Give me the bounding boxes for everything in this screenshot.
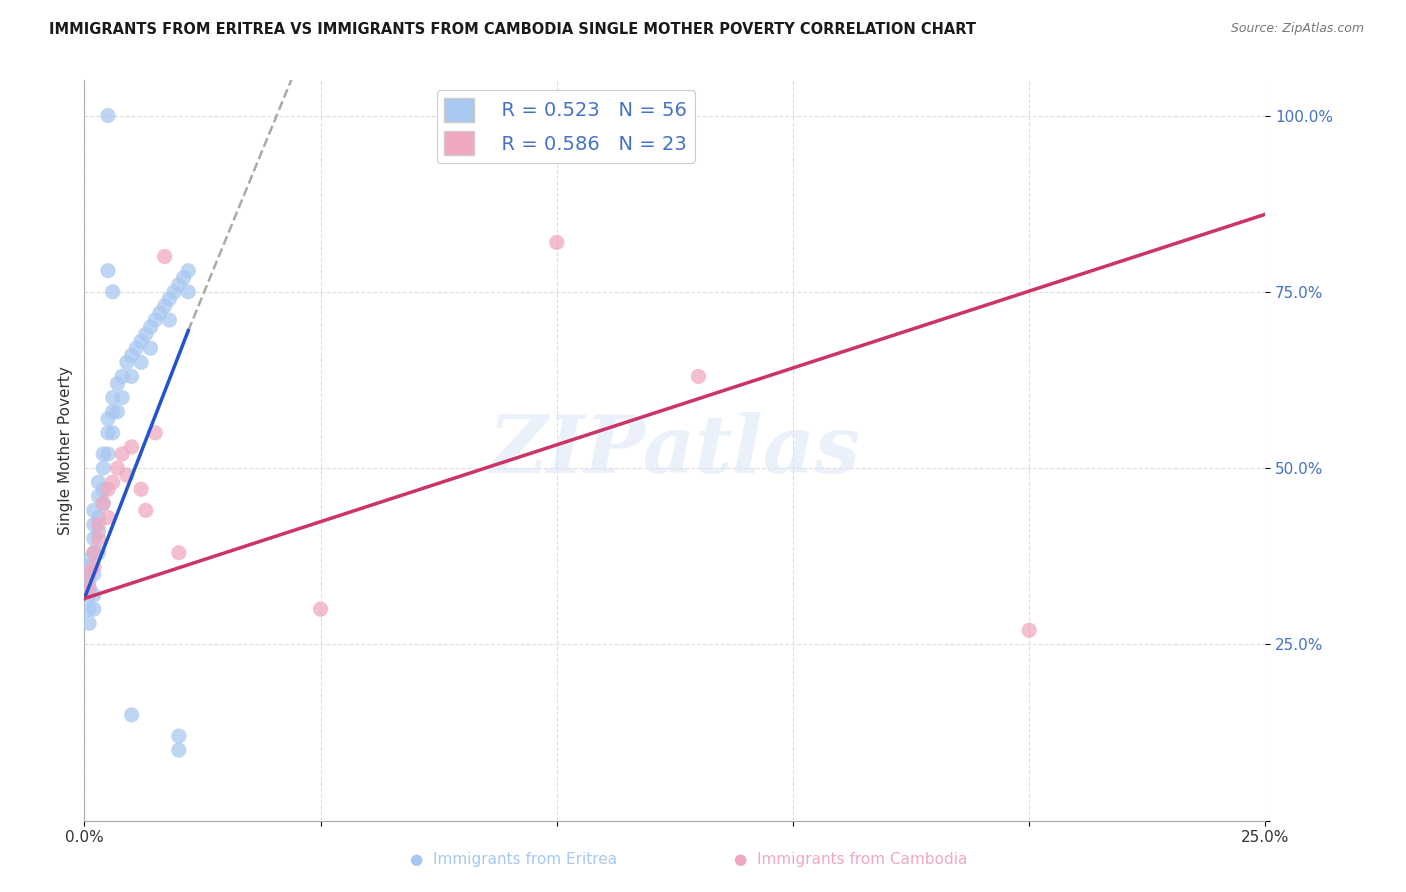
Point xyxy=(149,306,172,320)
Point xyxy=(1018,624,1040,638)
Point xyxy=(163,285,186,299)
Point xyxy=(177,285,200,299)
Point xyxy=(157,292,180,306)
Point xyxy=(91,496,114,510)
Point xyxy=(167,729,190,743)
Point xyxy=(97,482,120,496)
Point xyxy=(91,447,114,461)
Point xyxy=(546,235,568,250)
Point xyxy=(177,263,200,277)
Point xyxy=(143,313,166,327)
Point xyxy=(97,411,120,425)
Text: ●  Immigrants from Eritrea: ● Immigrants from Eritrea xyxy=(409,852,617,867)
Point xyxy=(83,588,105,602)
Point xyxy=(77,602,100,616)
Point xyxy=(111,447,134,461)
Point xyxy=(87,524,110,539)
Point xyxy=(91,482,114,496)
Point xyxy=(83,546,105,560)
Point xyxy=(97,510,120,524)
Point xyxy=(111,391,134,405)
Point xyxy=(87,517,110,532)
Point xyxy=(115,355,138,369)
Point xyxy=(107,376,129,391)
Point xyxy=(129,482,152,496)
Point xyxy=(129,355,152,369)
Point xyxy=(91,496,114,510)
Y-axis label: Single Mother Poverty: Single Mother Poverty xyxy=(58,366,73,535)
Point xyxy=(167,546,190,560)
Point xyxy=(101,405,124,419)
Point xyxy=(77,559,100,574)
Point xyxy=(77,581,100,595)
Point xyxy=(77,588,100,602)
Point xyxy=(87,510,110,524)
Point xyxy=(83,532,105,546)
Point xyxy=(139,341,162,355)
Point xyxy=(135,503,157,517)
Point xyxy=(97,109,120,123)
Point xyxy=(143,425,166,440)
Point xyxy=(173,270,195,285)
Point xyxy=(83,602,105,616)
Point xyxy=(135,327,157,342)
Point xyxy=(107,461,129,475)
Point xyxy=(77,616,100,631)
Point xyxy=(97,263,120,277)
Point xyxy=(153,250,176,264)
Point xyxy=(87,489,110,503)
Point xyxy=(77,553,100,567)
Point xyxy=(87,475,110,490)
Point xyxy=(309,602,332,616)
Point xyxy=(688,369,710,384)
Point xyxy=(121,440,143,454)
Text: IMMIGRANTS FROM ERITREA VS IMMIGRANTS FROM CAMBODIA SINGLE MOTHER POVERTY CORREL: IMMIGRANTS FROM ERITREA VS IMMIGRANTS FR… xyxy=(49,22,976,37)
Point xyxy=(83,546,105,560)
Point xyxy=(83,566,105,581)
Point xyxy=(111,369,134,384)
Point xyxy=(83,517,105,532)
Point xyxy=(97,425,120,440)
Point xyxy=(77,566,100,581)
Text: ●  Immigrants from Cambodia: ● Immigrants from Cambodia xyxy=(734,852,967,867)
Point xyxy=(125,341,148,355)
Point xyxy=(77,574,100,588)
Point xyxy=(153,299,176,313)
Point xyxy=(139,320,162,334)
Point xyxy=(129,334,152,348)
Point xyxy=(101,391,124,405)
Point xyxy=(83,559,105,574)
Point xyxy=(107,405,129,419)
Point xyxy=(115,468,138,483)
Point xyxy=(157,313,180,327)
Point xyxy=(101,425,124,440)
Point xyxy=(87,532,110,546)
Point xyxy=(121,348,143,362)
Text: Source: ZipAtlas.com: Source: ZipAtlas.com xyxy=(1230,22,1364,36)
Text: ZIPatlas: ZIPatlas xyxy=(489,412,860,489)
Point xyxy=(121,369,143,384)
Point xyxy=(77,581,100,595)
Point xyxy=(167,277,190,292)
Point xyxy=(121,707,143,722)
Point xyxy=(97,447,120,461)
Point xyxy=(101,285,124,299)
Point xyxy=(167,743,190,757)
Point xyxy=(87,546,110,560)
Legend:   R = 0.523   N = 56,   R = 0.586   N = 23: R = 0.523 N = 56, R = 0.586 N = 23 xyxy=(437,90,695,162)
Point xyxy=(77,566,100,581)
Point xyxy=(91,461,114,475)
Point xyxy=(83,503,105,517)
Point xyxy=(101,475,124,490)
